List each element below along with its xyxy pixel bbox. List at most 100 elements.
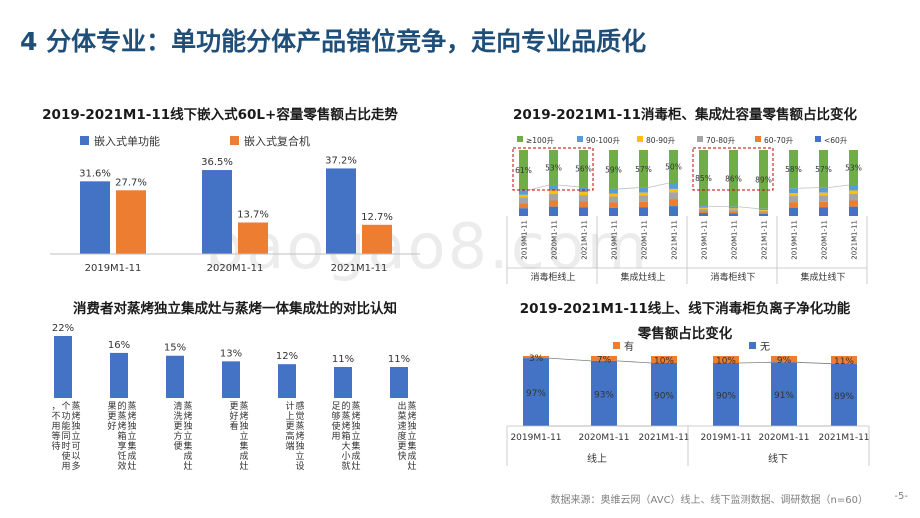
stack-seg-80-90 xyxy=(699,207,708,209)
group-label-offline: 线下 xyxy=(768,452,788,465)
category-char: 使 xyxy=(61,450,70,462)
stack-seg-60-70 xyxy=(849,200,858,207)
category-char: 菜 xyxy=(397,410,406,422)
category-char: 烤 xyxy=(71,410,80,422)
stack-seg-ge100 xyxy=(549,150,558,185)
category-char: 快 xyxy=(397,450,406,462)
category-char: 更 xyxy=(229,401,238,412)
x-tick-label: 2021M1-11 xyxy=(671,220,679,260)
chart3-title: 消费者对蒸烤独立集成灶与蒸烤一体集成灶的对比认知 xyxy=(73,301,397,317)
bar-perception-7 xyxy=(390,367,408,398)
legend-swatch-wu xyxy=(749,342,756,349)
category-char: 灶 xyxy=(351,460,360,472)
connector-line xyxy=(617,187,640,190)
group-label-online: 线上 xyxy=(587,452,607,465)
source-note: 数据来源：奥维云网（AVC）线上、线下监测数据、调研数据（n=60） xyxy=(550,495,868,506)
connector-line xyxy=(738,361,772,364)
stack-seg-ge100 xyxy=(639,150,648,188)
stack-seg-70-80 xyxy=(819,195,828,202)
category-char: 立 xyxy=(351,430,360,442)
stack-seg-90-100 xyxy=(729,206,738,209)
category-char: 箱 xyxy=(117,430,126,442)
connector-line xyxy=(737,206,760,210)
category-char: 功 xyxy=(61,411,70,422)
bar-label: 22% xyxy=(52,323,74,334)
bar-label: 12.7% xyxy=(361,212,393,223)
seg-label-wu: 97% xyxy=(526,389,546,399)
category-char: 蒸 xyxy=(341,410,350,422)
stack-seg-70-80 xyxy=(789,196,798,203)
category-char: 效 xyxy=(117,460,126,472)
stack-seg-90-100 xyxy=(549,184,558,191)
x-tick-label: 2019M1-11 xyxy=(791,220,799,260)
segment-label: 50% xyxy=(665,163,682,172)
stack-seg-80-90 xyxy=(519,194,528,198)
x-tick-label: 2021M1-11 xyxy=(638,433,689,443)
category-char: 立 xyxy=(239,430,248,442)
category-char: 用 xyxy=(61,461,70,472)
stack-seg-80-90 xyxy=(849,190,858,194)
seg-label-you: 10% xyxy=(654,357,674,367)
category-char: 成 xyxy=(127,450,136,462)
category-char: 独 xyxy=(407,420,416,432)
category-char: 端 xyxy=(285,440,294,452)
stack-seg-90-100 xyxy=(759,208,768,211)
category-char: 集 xyxy=(407,440,416,452)
bar-label: 13% xyxy=(220,348,242,359)
bar-seg-wu xyxy=(831,363,857,426)
category-char: 方 xyxy=(173,430,182,442)
stack-seg-lt60 xyxy=(819,207,828,216)
category-char: ， xyxy=(51,402,60,412)
category-char: 独 xyxy=(127,420,136,432)
bar-label: 37.2% xyxy=(325,155,357,166)
category-char: 独 xyxy=(239,420,248,432)
category-char: 成 xyxy=(239,450,248,462)
stack-seg-70-80 xyxy=(519,197,528,204)
bar-label: 11% xyxy=(332,354,354,365)
category-char: 更 xyxy=(285,421,294,432)
segment-label: 61% xyxy=(515,166,532,175)
x-tick-label: 2019M1-11 xyxy=(611,220,619,260)
segment-label: 59% xyxy=(605,165,622,174)
stack-seg-60-70 xyxy=(669,199,678,207)
stack-seg-60-70 xyxy=(699,211,708,214)
stack-seg-60-70 xyxy=(519,203,528,209)
category-char: 便 xyxy=(173,440,182,452)
stack-seg-80-90 xyxy=(729,208,738,210)
chart4-anion-stacked-chart: 有 无 3% 97% 2019M1-11 7% 93% 2020M1-11 10% 90% 2021… xyxy=(506,340,870,466)
category-char: 待 xyxy=(51,440,60,452)
bar-perception-1 xyxy=(54,336,72,398)
bar-perception-2 xyxy=(110,352,128,398)
category-char: 箱 xyxy=(341,430,350,442)
category-char: 灶 xyxy=(407,460,416,472)
stack-seg-90-100 xyxy=(519,190,528,195)
x-tick-label: 2019M1-11 xyxy=(85,263,142,274)
category-char: 蒸 xyxy=(407,400,416,412)
category-char: 不 xyxy=(51,411,60,422)
stack-seg-80-90 xyxy=(669,188,678,193)
connector-line xyxy=(796,361,832,365)
bar-seg-wu xyxy=(771,362,797,426)
stack-seg-70-80 xyxy=(849,193,858,201)
bar-2019M1-11-1 xyxy=(80,181,110,254)
group-label: 集成灶线下 xyxy=(800,271,845,283)
stack-seg-lt60 xyxy=(519,208,528,216)
stack-seg-lt60 xyxy=(639,207,648,216)
category-char: 更 xyxy=(107,411,116,422)
bar-label: 27.7% xyxy=(115,177,147,188)
x-tick-label: 2020M1-11 xyxy=(821,220,829,260)
category-char: 烤 xyxy=(407,410,416,422)
category-char: 度 xyxy=(397,430,406,442)
category-char: 饪 xyxy=(117,450,126,462)
category-char: 能 xyxy=(61,420,70,432)
x-tick-label: 2019M1-11 xyxy=(521,220,529,260)
bar-perception-3 xyxy=(166,355,184,398)
x-tick-label: 2019M1-11 xyxy=(510,433,561,443)
category-char: 清 xyxy=(173,400,182,412)
connector-line xyxy=(616,360,652,364)
x-tick-label: 2020M1-11 xyxy=(641,220,649,260)
x-tick-label: 2021M1-11 xyxy=(581,220,589,260)
bar-seg-you xyxy=(713,356,739,363)
stack-seg-60-70 xyxy=(639,201,648,208)
segment-label: 58% xyxy=(785,165,802,174)
